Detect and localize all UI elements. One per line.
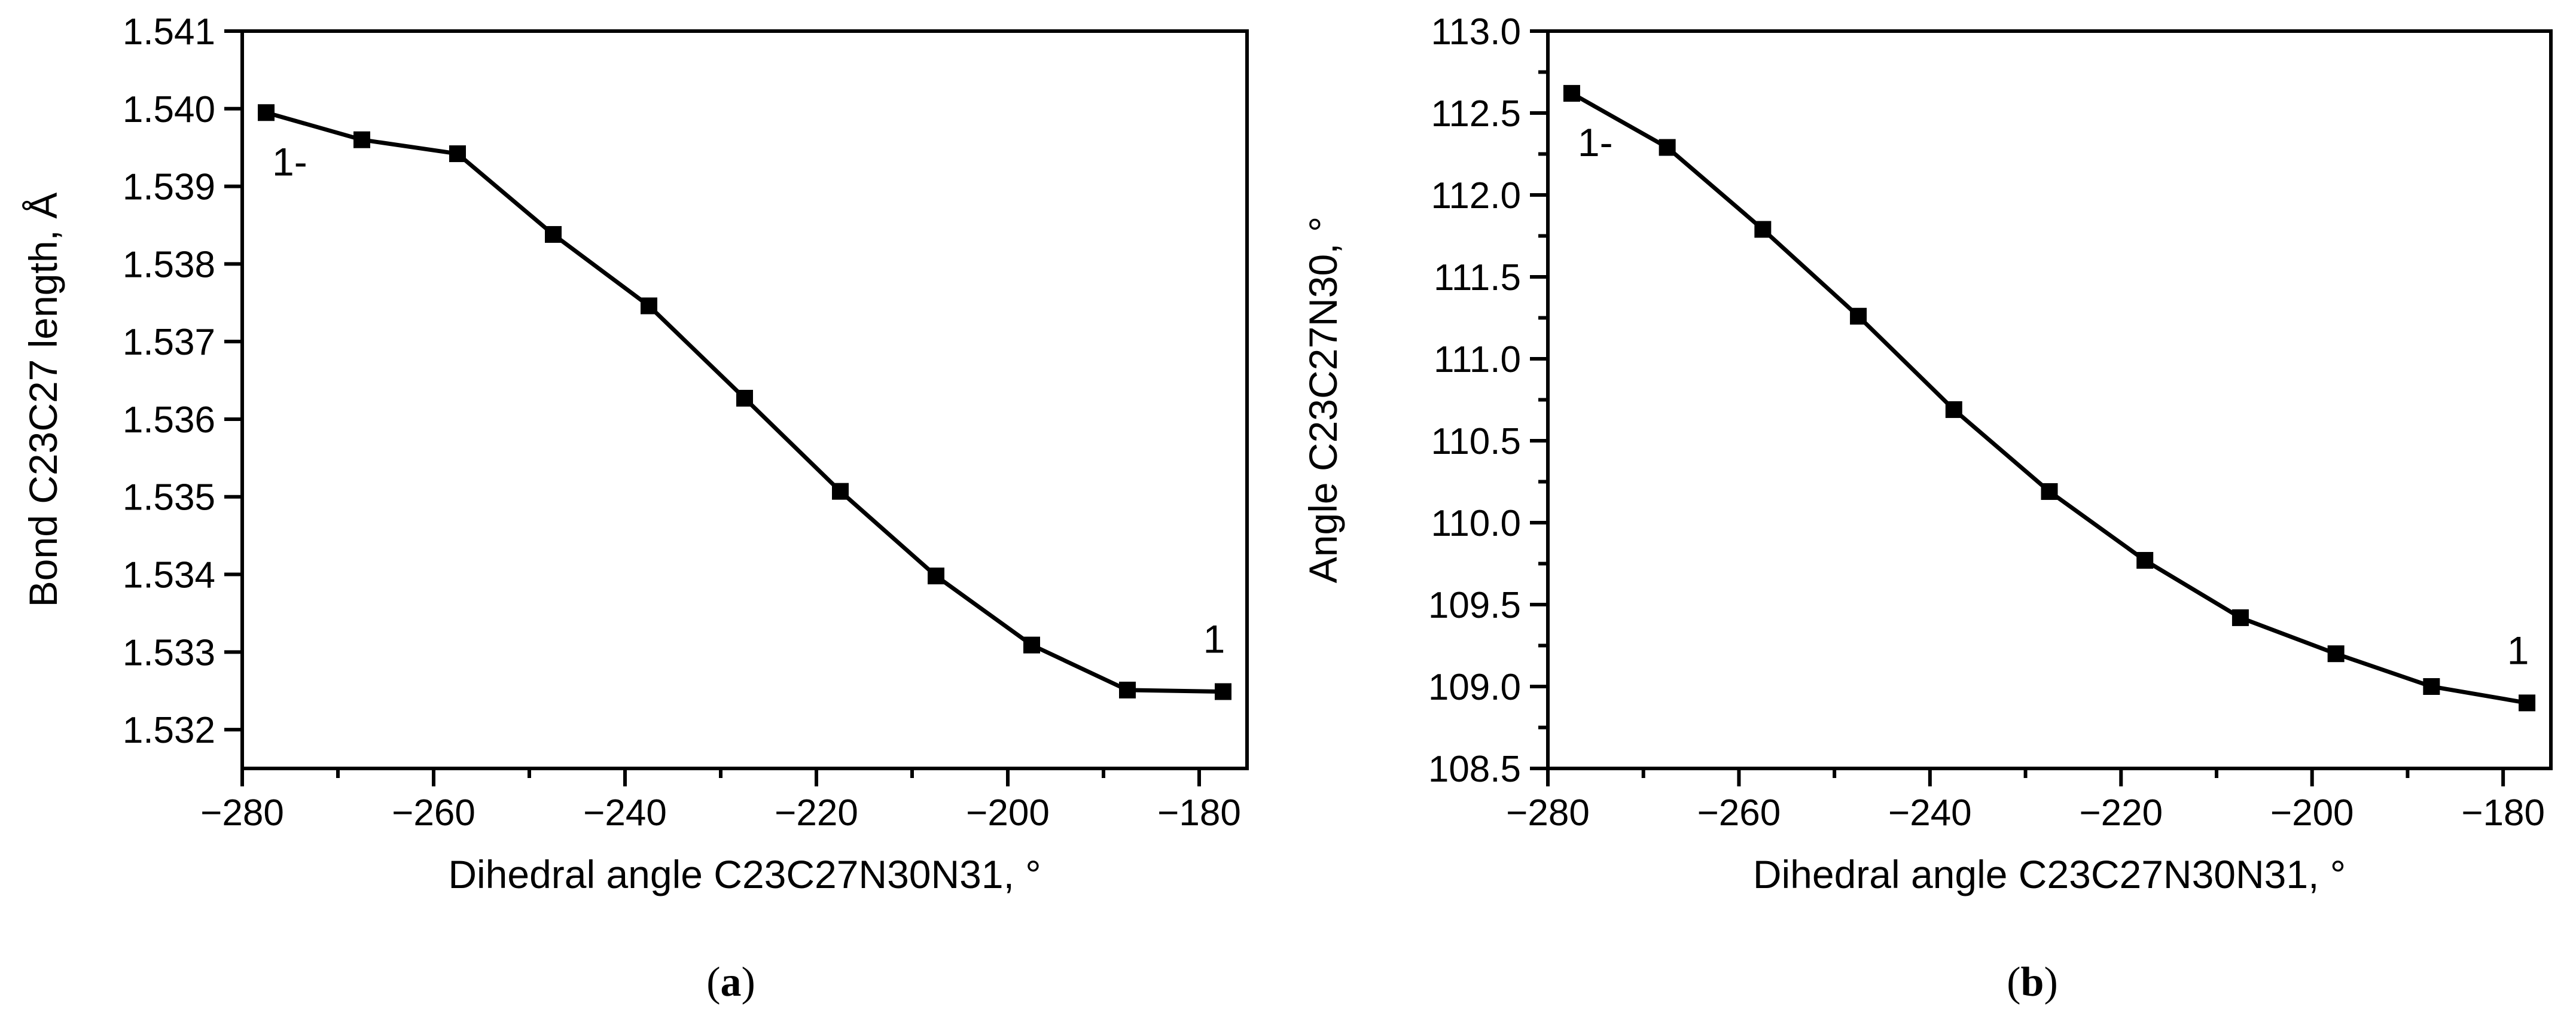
x-axis-title: Dihedral angle C23C27N30N31, ° (448, 852, 1041, 896)
data-point (928, 568, 944, 585)
x-tick-label: −260 (1697, 792, 1781, 834)
y-axis-title: Angle C23C27N30, ° (1301, 216, 1345, 583)
chart-panel-b: −280 −260 −240 −220 −200 −180 108.5 109.0 109.5 1… (1301, 11, 2553, 1005)
y-tick-label: 111.0 (1434, 339, 1521, 380)
panel-caption-letter: a (721, 959, 742, 1005)
y-tick-label: 1.540 (123, 89, 215, 130)
point-annotation: 1 (1203, 617, 1225, 661)
y-tick-label: 1.539 (123, 167, 215, 208)
x-tick-label: −180 (1157, 792, 1241, 834)
data-point (2423, 678, 2440, 695)
data-point (1945, 401, 1962, 418)
x-tick-label: −240 (1888, 792, 1972, 834)
y-tick-label: 1.536 (123, 399, 215, 441)
panel-caption: (a) (706, 959, 755, 1005)
y-tick-label: 1.535 (123, 477, 215, 518)
panel-caption: (b) (2007, 959, 2058, 1005)
y-tick-label: 110.5 (1431, 421, 1521, 462)
y-tick-label: 111.5 (1434, 257, 1521, 298)
y-tick-label: 110.0 (1431, 503, 1521, 544)
data-point (2136, 552, 2154, 569)
y-tick-label: 112.0 (1431, 175, 1521, 216)
x-tick-label: −200 (966, 792, 1050, 834)
y-tick-label: 113.0 (1431, 11, 1521, 53)
chart-panel-a: −280 −260 −240 −220 −200 −180 1.532 1.533 1.534 1… (21, 11, 1249, 1005)
data-point (258, 104, 275, 121)
x-tick-label: −280 (200, 792, 284, 834)
y-tick-label: 108.5 (1428, 749, 1521, 790)
plot-frame (240, 29, 1249, 770)
y-tick-label: 1.538 (123, 244, 215, 285)
data-point (353, 131, 370, 148)
data-point (545, 226, 562, 243)
y-tick-label: 112.5 (1431, 93, 1521, 135)
data-point (449, 145, 466, 163)
data-point (2519, 694, 2536, 712)
y-tick-label: 109.0 (1428, 667, 1521, 708)
x-tick-label: −220 (2079, 792, 2163, 834)
y-axis-title: Bond C23C27 length, Å (21, 193, 65, 607)
point-annotation: 1 (2507, 628, 2529, 672)
plot-frame (1546, 29, 2553, 770)
data-point (641, 297, 657, 315)
data-point (1023, 636, 1040, 654)
x-tick-label: −240 (583, 792, 667, 834)
y-tick-label: 109.5 (1428, 585, 1521, 626)
data-point (1754, 221, 1772, 238)
x-tick-label: −200 (2270, 792, 2354, 834)
data-point (736, 389, 753, 407)
y-tick-label: 1.532 (123, 710, 215, 751)
series-line (1571, 91, 2528, 705)
panel-caption-letter: b (2021, 959, 2044, 1005)
x-tick-label: −280 (1506, 792, 1590, 834)
data-point (1215, 683, 1231, 700)
y-tick-label: 1.541 (123, 11, 215, 53)
data-point (1850, 307, 1867, 325)
y-tick-label: 1.533 (123, 632, 215, 673)
x-tick-label: −260 (392, 792, 475, 834)
data-point (2327, 645, 2345, 663)
data-point (2041, 483, 2058, 500)
point-annotation: 1- (272, 139, 307, 184)
data-point (1659, 139, 1676, 156)
x-axis-title: Dihedral angle C23C27N30N31, ° (1753, 852, 2346, 896)
x-tick-label: −180 (2461, 792, 2545, 834)
data-point (1119, 681, 1136, 698)
data-point (2231, 609, 2249, 626)
point-annotation: 1- (1578, 120, 1613, 164)
data-point (1563, 85, 1580, 102)
x-tick-label: −220 (775, 792, 858, 834)
data-point (832, 483, 849, 500)
y-tick-label: 1.534 (123, 555, 215, 596)
y-tick-label: 1.537 (123, 322, 215, 363)
